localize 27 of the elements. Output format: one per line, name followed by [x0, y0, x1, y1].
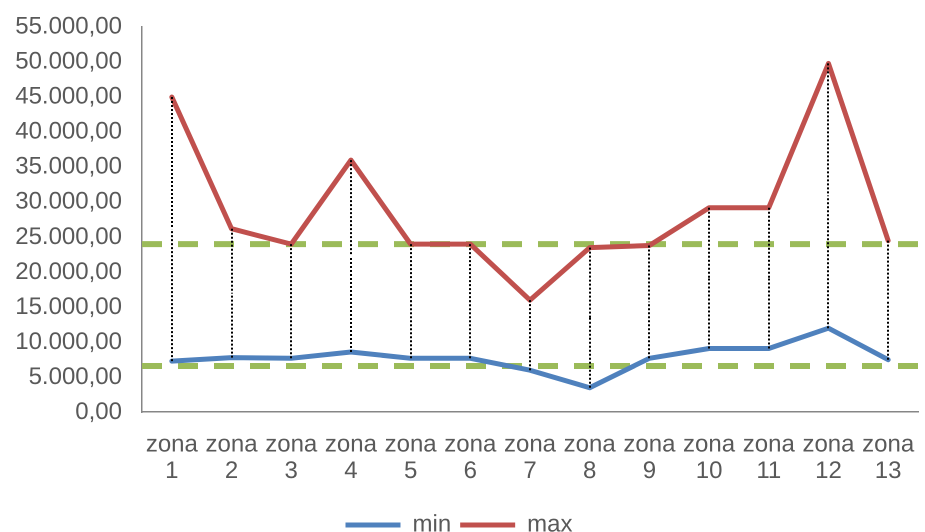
y-tick-label: 0,00 [75, 398, 122, 425]
y-tick-label: 55.000,00 [15, 12, 122, 40]
y-tick-label: 10.000,00 [15, 328, 122, 355]
x-tick-label: zona 10 [683, 430, 736, 484]
x-tick-label: zona 2 [206, 430, 258, 484]
y-tick-label: 30.000,00 [15, 188, 122, 215]
x-tick-label: zona 3 [265, 430, 318, 484]
y-tick-label: 5.000,00 [28, 362, 122, 390]
x-tick-label: zona 6 [444, 430, 497, 484]
y-tick-label: 35.000,00 [15, 152, 122, 180]
y-tick-label: 45.000,00 [15, 82, 122, 110]
x-tick-label: zona 12 [802, 430, 856, 484]
x-tick-label: zona 8 [564, 430, 616, 484]
y-tick-label: 20.000,00 [15, 258, 122, 285]
x-tick-label: zona 1 [146, 430, 199, 484]
x-tick-label: zona 4 [324, 430, 378, 484]
y-tick-label: 15.000,00 [15, 292, 122, 320]
x-tick-label: zona 5 [384, 430, 438, 484]
x-tick-label: zona 13 [862, 430, 915, 484]
y-tick-label: 40.000,00 [15, 118, 122, 145]
legend-label: min [412, 510, 452, 532]
x-tick-label: zona 11 [742, 430, 796, 484]
y-tick-label: 25.000,00 [15, 222, 122, 250]
y-tick-label: 50.000,00 [15, 48, 122, 75]
x-tick-label: zona 9 [623, 430, 676, 484]
x-tick-label: zona 7 [504, 430, 557, 484]
legend-label: max [527, 510, 573, 532]
